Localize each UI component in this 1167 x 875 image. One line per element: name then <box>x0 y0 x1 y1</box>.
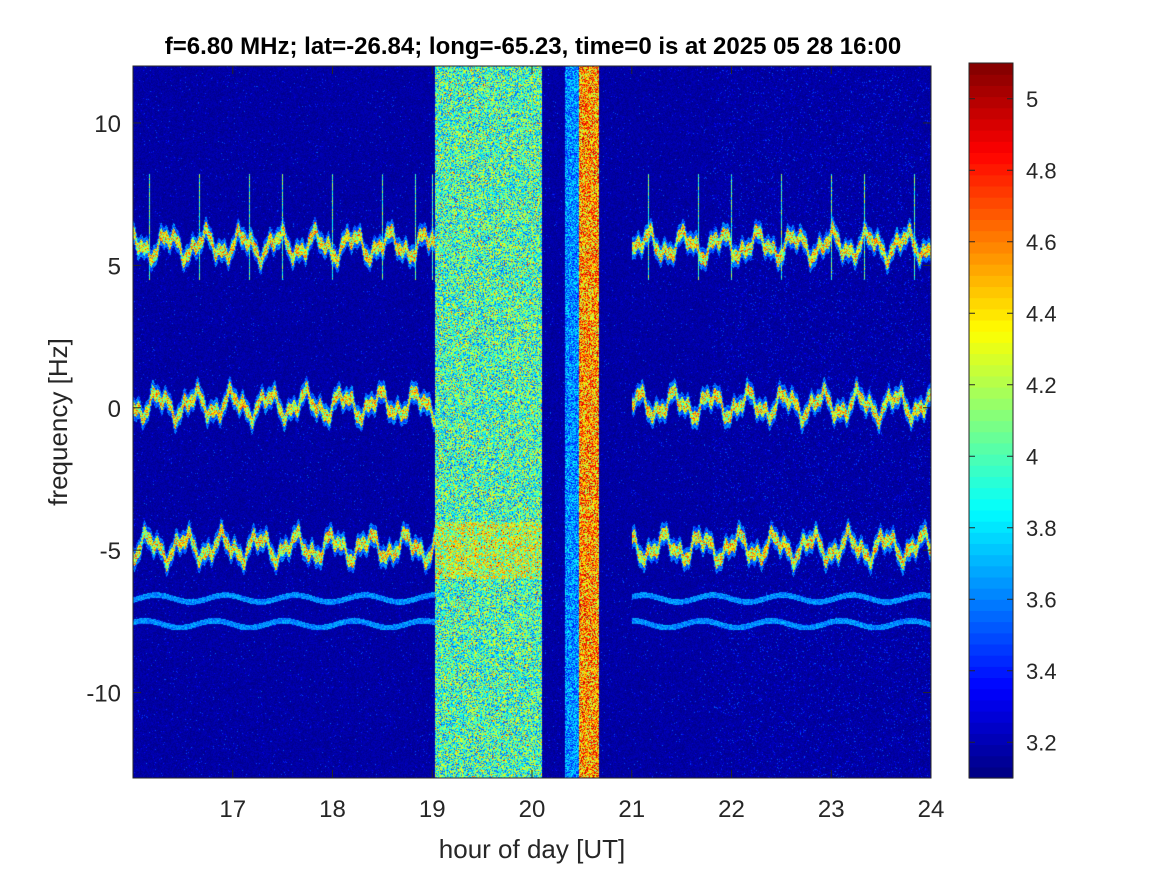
colorbar-step <box>969 208 1013 221</box>
colorbar-step <box>969 599 1013 612</box>
colorbar-step <box>969 498 1013 511</box>
colorbar-step <box>969 554 1013 567</box>
colorbar-tick-label: 4 <box>1026 444 1038 469</box>
x-tick-label: 23 <box>818 796 845 823</box>
y-axis-label: frequency [Hz] <box>43 338 73 506</box>
colorbar-step <box>969 197 1013 209</box>
colorbar-step <box>969 107 1013 120</box>
colorbar-step <box>969 286 1013 299</box>
colorbar-step <box>969 688 1013 701</box>
y-tick-label: -5 <box>100 538 121 565</box>
colorbar-step <box>969 319 1013 332</box>
colorbar-step <box>969 465 1013 477</box>
y-axis: -10 -5 0 5 10 <box>86 111 931 708</box>
colorbar-step <box>969 275 1013 288</box>
colorbar-step <box>969 722 1013 734</box>
colorbar-step <box>969 331 1013 343</box>
colorbar-step <box>969 487 1013 500</box>
colorbar-tick-label: 3.8 <box>1026 516 1057 541</box>
colorbar-step <box>969 96 1013 109</box>
colorbar-step <box>969 710 1013 723</box>
colorbar-step <box>969 219 1013 232</box>
colorbar-step <box>969 588 1013 600</box>
colorbar-step <box>969 398 1013 410</box>
colorbar-step <box>969 766 1013 779</box>
colorbar-step <box>969 476 1013 489</box>
colorbar-step <box>969 163 1013 176</box>
colorbar-step <box>969 655 1013 667</box>
x-tick-label: 18 <box>319 796 346 823</box>
y-tick-label: 10 <box>94 111 121 138</box>
colorbar-ticks: 3.2 3.4 3.6 3.8 4 4.2 4.4 4.6 4.8 5 <box>969 87 1057 755</box>
colorbar-step <box>969 386 1013 399</box>
y-tick-label: 0 <box>108 396 121 423</box>
x-tick-label: 22 <box>718 796 745 823</box>
x-axis: 17 18 19 20 21 22 23 24 <box>219 66 944 823</box>
colorbar-step <box>969 509 1013 522</box>
colorbar-step <box>969 230 1013 243</box>
colorbar-step <box>969 442 1013 455</box>
spectrogram-raster <box>133 66 931 778</box>
colorbar-frame <box>968 62 1014 779</box>
colorbar-step <box>969 241 1013 254</box>
colorbar-step <box>969 643 1013 656</box>
colorbar-step <box>969 353 1013 366</box>
colorbar: 3.2 3.4 3.6 3.8 4 4.2 4.4 4.6 4.8 5 <box>968 62 1057 779</box>
x-tick-label: 24 <box>918 796 945 823</box>
colorbar-step <box>969 454 1013 466</box>
colorbar-step <box>969 532 1013 544</box>
colorbar-step <box>969 521 1013 533</box>
colorbar-step <box>969 264 1013 276</box>
colorbar-step <box>969 744 1013 757</box>
colorbar-step <box>969 632 1013 645</box>
colorbar-step <box>969 85 1013 98</box>
colorbar-step <box>969 297 1013 310</box>
colorbar-step <box>969 342 1013 355</box>
colorbar-tick-label: 4.4 <box>1026 301 1057 326</box>
colorbar-step <box>969 666 1013 679</box>
colorbar-step <box>969 375 1013 388</box>
colorbar-tick-label: 3.4 <box>1026 659 1057 684</box>
colorbar-step <box>969 431 1013 444</box>
colorbar-step <box>969 63 1013 75</box>
colorbar-step <box>969 141 1013 153</box>
colorbar-step <box>969 130 1013 142</box>
heatmap-image <box>133 66 931 778</box>
colorbar-step <box>969 610 1013 623</box>
colorbar-step <box>969 185 1013 198</box>
x-tick-label: 20 <box>519 796 546 823</box>
colorbar-step <box>969 74 1013 86</box>
chart-title: f=6.80 MHz; lat=-26.84; long=-65.23, tim… <box>165 33 901 60</box>
colorbar-tick-label: 4.8 <box>1026 158 1057 183</box>
colorbar-step <box>969 565 1013 578</box>
colorbar-step <box>969 420 1013 433</box>
x-axis-label: hour of day [UT] <box>439 834 625 864</box>
colorbar-step <box>969 755 1013 768</box>
colorbar-tick-label: 5 <box>1026 87 1038 112</box>
colorbar-step <box>969 409 1013 422</box>
x-tick-label: 19 <box>419 796 446 823</box>
x-tick-label: 21 <box>618 796 645 823</box>
colorbar-step <box>969 543 1013 556</box>
x-tick-label: 17 <box>219 796 246 823</box>
colorbar-step <box>969 699 1013 712</box>
colorbar-step <box>969 576 1013 589</box>
colorbar-step <box>969 174 1013 187</box>
colorbar-step <box>969 621 1013 634</box>
colorbar-step <box>969 308 1013 321</box>
colorbar-step <box>969 364 1013 377</box>
colorbar-tick-label: 3.2 <box>1026 730 1057 755</box>
colorbar-gradient <box>969 63 1013 779</box>
colorbar-tick-label: 4.2 <box>1026 373 1057 398</box>
y-tick-label: -10 <box>86 681 121 708</box>
colorbar-step <box>969 152 1013 165</box>
y-tick-label: 5 <box>108 253 121 280</box>
colorbar-step <box>969 118 1013 131</box>
colorbar-step <box>969 252 1013 265</box>
colorbar-tick-label: 4.6 <box>1026 230 1057 255</box>
colorbar-step <box>969 733 1013 746</box>
colorbar-tick-label: 3.6 <box>1026 587 1057 612</box>
colorbar-step <box>969 677 1013 690</box>
